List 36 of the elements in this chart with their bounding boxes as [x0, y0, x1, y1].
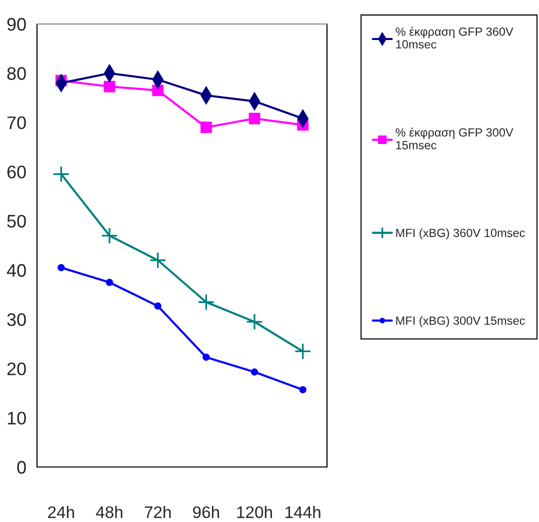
point — [246, 313, 263, 330]
point — [200, 122, 212, 134]
point — [106, 278, 114, 286]
point — [52, 166, 70, 183]
x-tick-label: 120h — [237, 506, 272, 518]
y-tick-label: 10 — [8, 412, 26, 424]
legend-label: MFI (xBG) 300V 15msec — [396, 316, 525, 328]
x-tick-label: 48h — [96, 506, 122, 518]
point — [299, 386, 306, 394]
y-tick-label: 20 — [7, 362, 26, 376]
point — [58, 264, 65, 272]
point — [294, 342, 312, 360]
y-tick-label: 80 — [7, 67, 26, 80]
x-tick-label: 96h — [193, 506, 219, 518]
point — [248, 112, 260, 124]
point — [104, 80, 116, 92]
y-tick-label: 60 — [7, 166, 26, 178]
y-tick-label: 30 — [7, 313, 26, 326]
legend-label: % έκφραση GFP 300V 15msec — [396, 128, 514, 150]
legend-label: % έκφραση GFP 360V 10msec — [396, 26, 514, 49]
legend-label: MFI (xBG) 360V 10msec — [396, 228, 525, 240]
y-tick-label: 70 — [7, 116, 26, 130]
point — [198, 294, 215, 311]
point — [152, 84, 164, 96]
x-tick-label: 72h — [144, 506, 171, 518]
y-tick-label: 40 — [6, 264, 26, 277]
point — [154, 302, 162, 310]
y-tick-label: 50 — [7, 214, 26, 228]
point — [149, 252, 166, 269]
x-tick-label: 24h — [48, 506, 74, 518]
point — [202, 354, 210, 361]
y-tick-label: 90 — [7, 18, 26, 31]
point — [250, 368, 258, 376]
point — [101, 227, 118, 244]
y-tick-label: 0 — [17, 460, 26, 474]
x-tick-label: 144h — [286, 506, 320, 518]
